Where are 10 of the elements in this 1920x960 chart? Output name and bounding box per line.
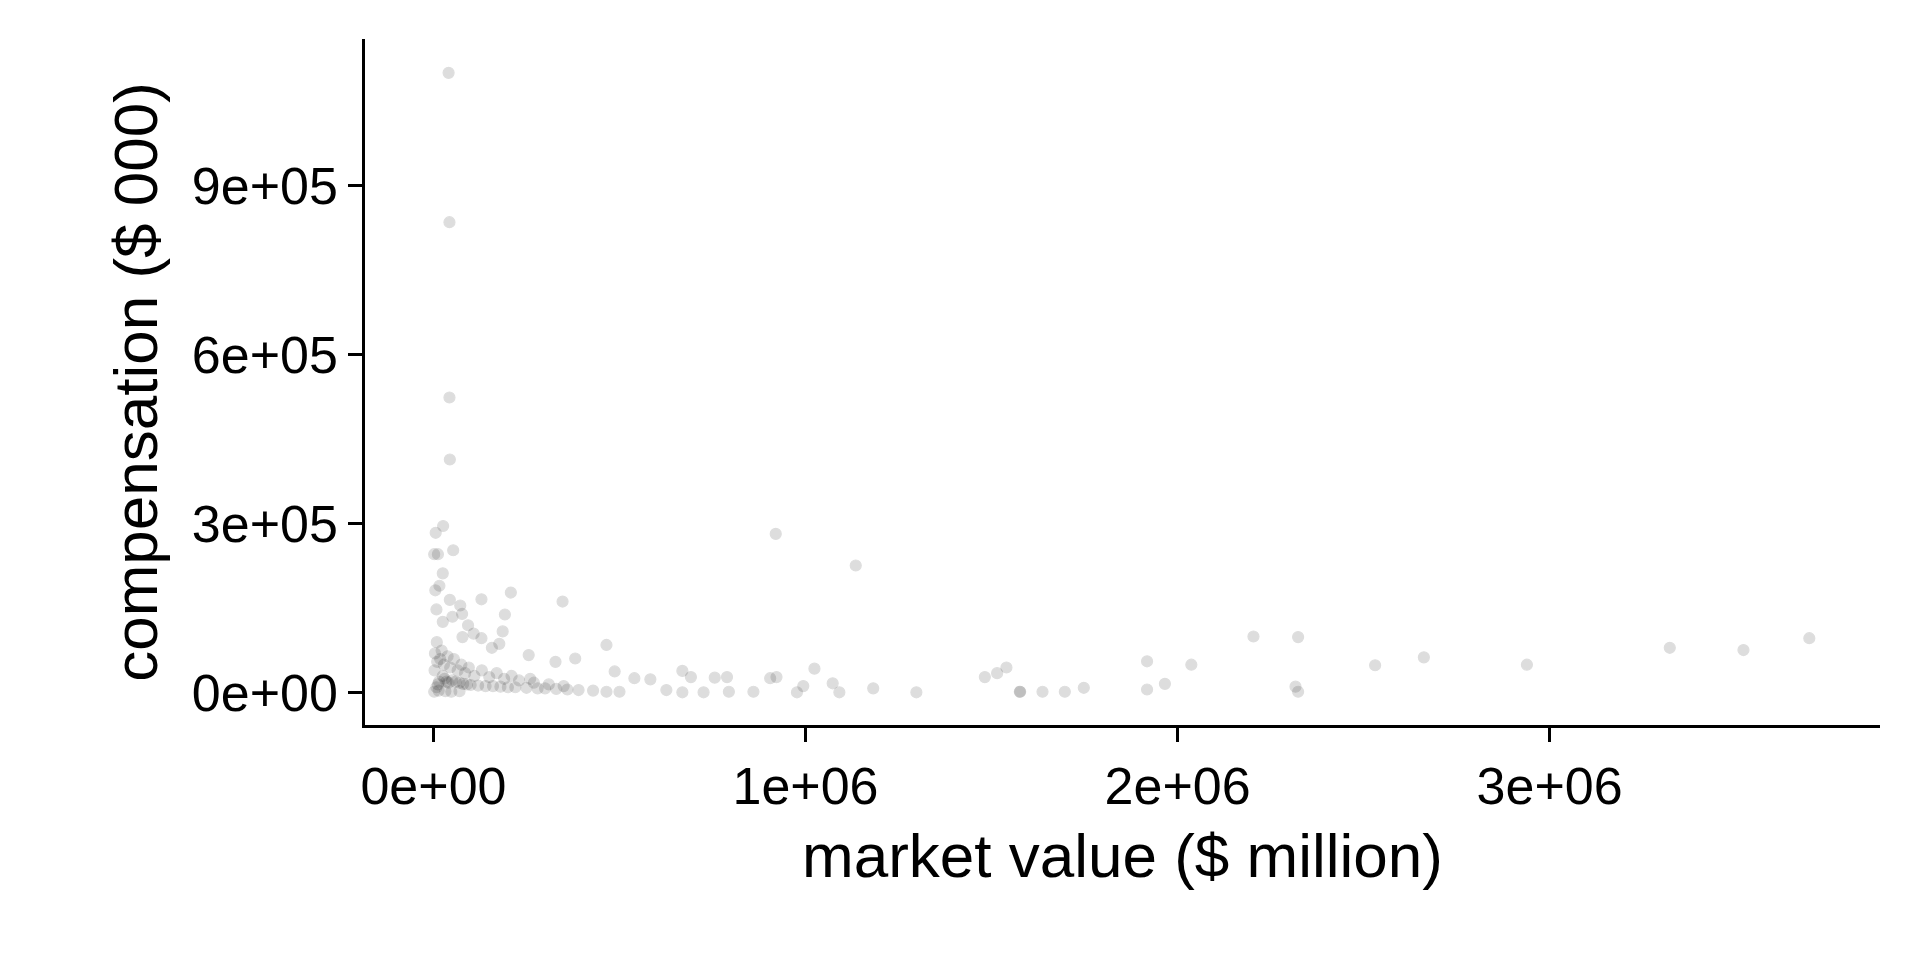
x-tick-label: 2e+06 <box>1104 757 1251 816</box>
y-axis-title: compensation ($ 000) <box>100 82 170 682</box>
x-tick-label: 3e+06 <box>1476 757 1623 816</box>
y-tick-label: 9e+05 <box>191 156 338 215</box>
y-tick-label: 6e+05 <box>191 325 338 384</box>
y-tick-label: 3e+05 <box>191 494 338 553</box>
x-tick-label: 0e+00 <box>360 757 507 816</box>
y-tick-label: 0e+00 <box>191 664 338 723</box>
x-axis-title: market value ($ million) <box>802 821 1443 891</box>
x-tick-label: 1e+06 <box>732 757 879 816</box>
